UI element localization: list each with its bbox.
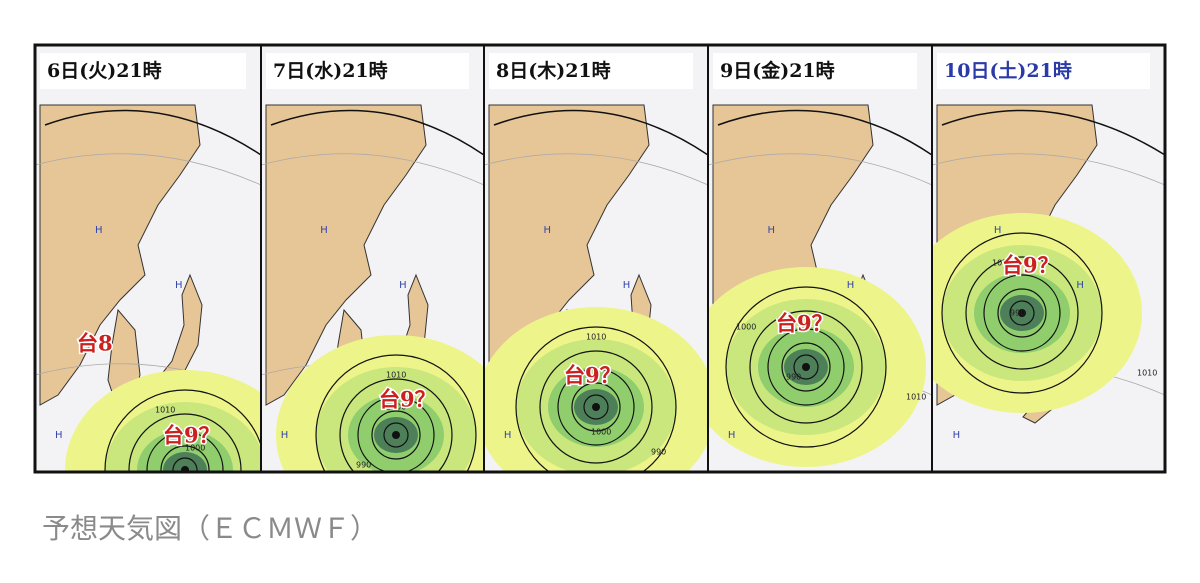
isobar (371, 410, 421, 460)
pressure-mark: H (399, 280, 407, 291)
isobar-label: 1000 (185, 444, 205, 453)
latitude-line (35, 153, 261, 186)
typhoon-label: 台9？ (379, 387, 436, 412)
isobar (315, 354, 477, 472)
isobar (983, 274, 1061, 352)
isobar (339, 378, 453, 472)
isobar-label: 1000 (992, 259, 1012, 268)
isobar (383, 422, 409, 448)
map-panel: 10101000990HHHH台9？7日(水)21時 (261, 45, 484, 472)
isobar-label: 1000 (386, 403, 406, 412)
isobar-label: 1000 (591, 428, 611, 437)
typhoon-label: 台9？ (1002, 253, 1059, 278)
typhoon-label: 台8 (77, 331, 113, 356)
isobar (270, 109, 484, 156)
typhoon-eye (592, 403, 600, 411)
isobar-label: 990 (1010, 309, 1025, 318)
isobar (767, 328, 845, 406)
pressure-mark: H (543, 225, 551, 236)
land (265, 104, 427, 406)
pressure-mark: H (623, 280, 631, 291)
pressure-mark: H (847, 280, 855, 291)
isobar (539, 350, 653, 464)
date-box (40, 53, 246, 89)
isobar-label: 1010 (906, 393, 926, 402)
isobar (941, 109, 1165, 156)
isobar-label: 1010 (586, 333, 606, 342)
typhoon-eye (392, 431, 400, 439)
typhoon-eye (802, 363, 810, 371)
isobar-label: 1010 (155, 406, 175, 415)
date-box (266, 53, 469, 89)
latitude-line (708, 153, 932, 186)
isobar (965, 256, 1079, 370)
isobar (160, 445, 210, 472)
isobar (583, 394, 609, 420)
isobar (357, 396, 435, 472)
pressure-mark: H (1076, 280, 1084, 291)
isobar (997, 288, 1047, 338)
pressure-mark: H (320, 225, 328, 236)
pressure-mark: H (281, 430, 289, 441)
isobar (515, 326, 677, 472)
isobar (44, 109, 261, 156)
pressure-mark: H (994, 225, 1002, 236)
map-panel: 10101000LHHH台8台9？6日(火)21時 (35, 45, 261, 472)
frame (33, 43, 1167, 474)
typhoon-label: 台9？ (564, 363, 621, 388)
typhoon-label: 台9？ (163, 423, 220, 448)
isobar-label: 990 (651, 448, 666, 457)
panel-date: 9日(金)21時 (720, 59, 835, 82)
isobar (493, 109, 708, 156)
date-box (713, 53, 917, 89)
isobar (749, 310, 863, 424)
latitude-line (484, 153, 708, 186)
panel-date: 8日(木)21時 (496, 59, 611, 82)
isobar (781, 342, 831, 392)
panel-date: 10日(土)21時 (944, 60, 1072, 82)
isobar (172, 457, 198, 472)
map-panel: 10101000990LHHH台9？8日(木)21時 (484, 45, 708, 472)
date-box (489, 53, 693, 89)
isobar (941, 232, 1103, 394)
pressure-mark: H (55, 430, 63, 441)
isobar-label: 1010 (1137, 369, 1157, 378)
rain-area (163, 452, 207, 472)
isobar (793, 354, 819, 380)
pressure-mark: H (175, 280, 183, 291)
latitude-line (261, 153, 484, 186)
map-panels: 10101000LHHH台8台9？6日(火)21時10101000990HHHH… (35, 45, 1165, 472)
pressure-mark: H (95, 225, 103, 236)
isobar (1009, 300, 1035, 326)
pressure-mark: H (728, 430, 736, 441)
isobar (557, 368, 635, 446)
typhoon-eye (1018, 309, 1026, 317)
pressure-mark: H (504, 430, 512, 441)
typhoon-label: 台9？ (776, 311, 833, 336)
panel-date: 6日(火)21時 (47, 60, 162, 82)
latitude-line (932, 153, 1165, 186)
map-panel: 10009901010LHHH台9？9日(金)21時 (708, 45, 932, 472)
isobar-label: 1010 (386, 371, 406, 380)
isobar-label: 1000 (736, 323, 756, 332)
pressure-mark: H (767, 225, 775, 236)
isobar (146, 431, 224, 472)
isobar (104, 389, 261, 472)
isobar (571, 382, 621, 432)
isobar (725, 286, 887, 448)
date-box (937, 53, 1150, 89)
pressure-mark: H (953, 430, 961, 441)
isobar (128, 413, 242, 472)
isobar (717, 109, 932, 156)
panel-date: 7日(水)21時 (273, 60, 388, 82)
map-panel: 10009901010LHHH台9？10日(土)21時 (932, 45, 1165, 472)
caption: 予想天気図（ＥＣＭＷＦ） (42, 512, 378, 545)
isobar-label: 990 (786, 373, 801, 382)
isobar-label: 990 (356, 461, 371, 470)
land (39, 104, 201, 406)
